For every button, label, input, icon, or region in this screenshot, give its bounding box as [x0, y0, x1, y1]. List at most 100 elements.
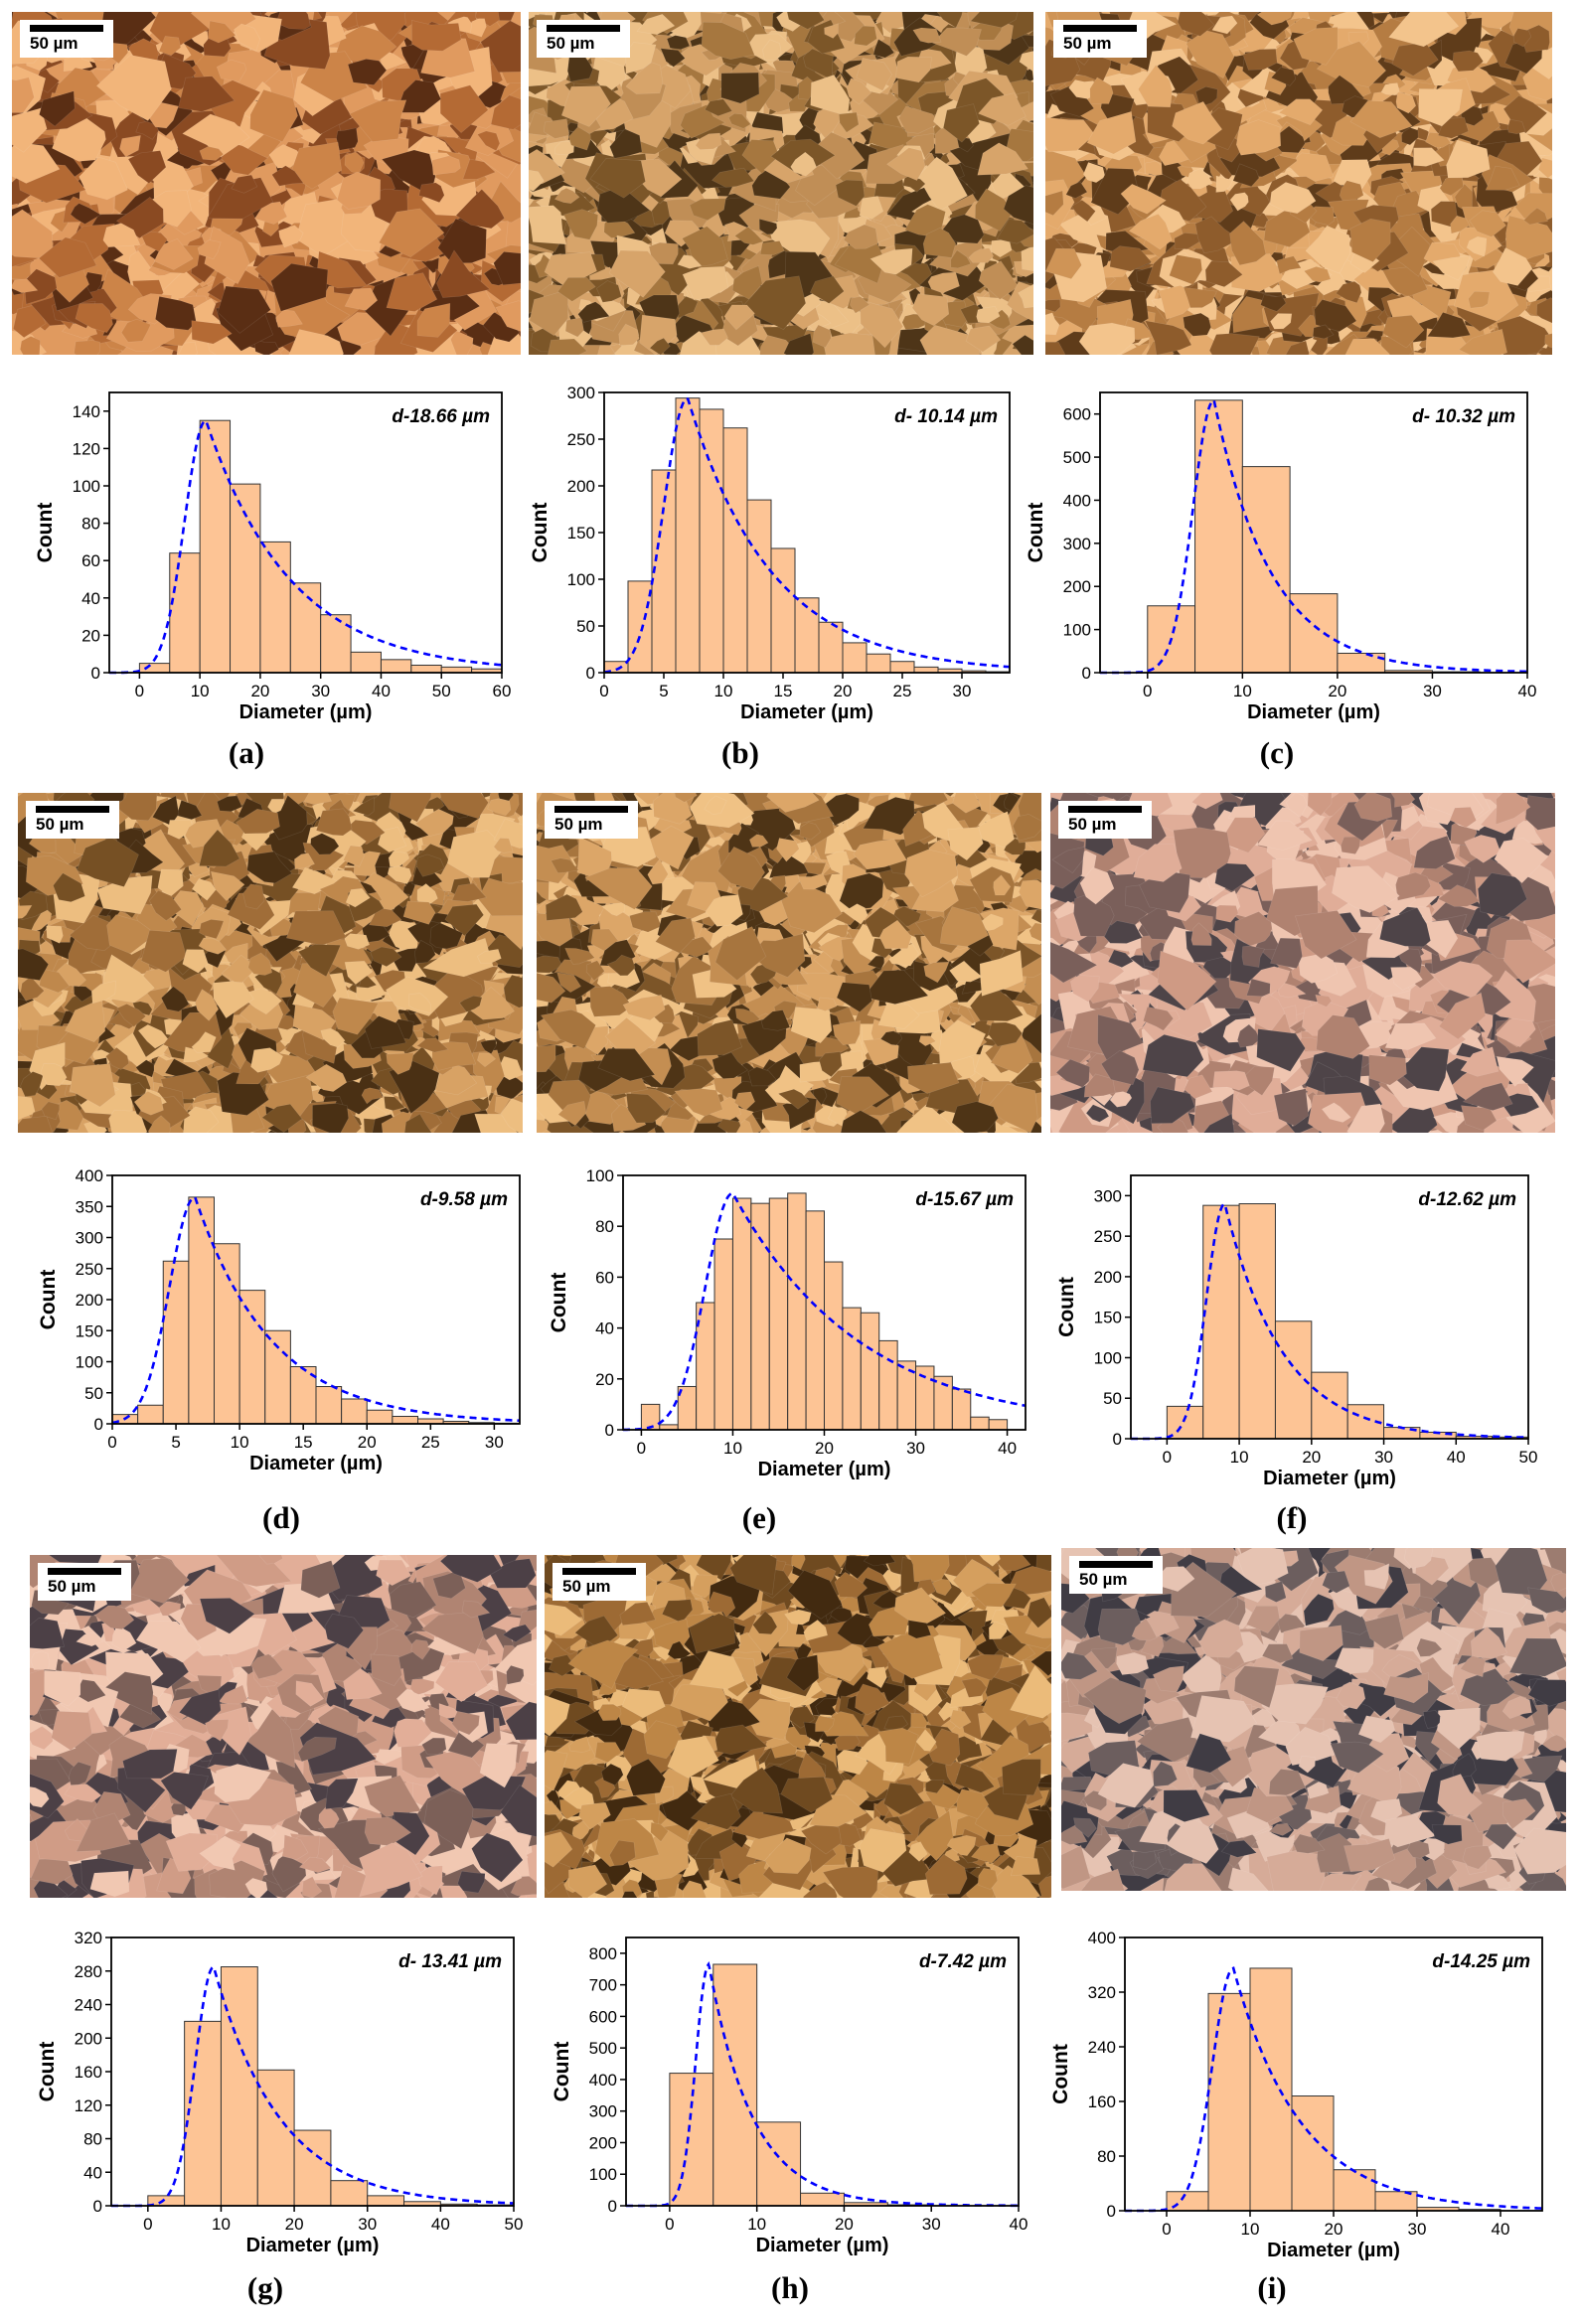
x-tick-label: 10 — [1233, 682, 1252, 700]
x-tick-label: 20 — [815, 1439, 834, 1458]
fit-curve — [109, 419, 503, 675]
histogram-bar — [264, 1329, 291, 1425]
x-tick-label: 0 — [1162, 2220, 1171, 2239]
y-tick-label: 0 — [1082, 664, 1091, 683]
y-tick-label: 300 — [1094, 1186, 1122, 1205]
scale-bar-label: 50 µm — [1063, 34, 1112, 53]
chart-title: d-18.66 µm — [392, 406, 490, 427]
panel-label-c: (c) — [1259, 735, 1295, 770]
scale-bar: 50 µm — [1069, 1556, 1163, 1594]
histogram-bar — [746, 499, 772, 674]
histogram-bar — [199, 419, 232, 674]
micrograph-c: 50 µm — [1045, 12, 1552, 355]
x-tick-label: 0 — [107, 1433, 116, 1452]
y-axis-label: Count — [1049, 2044, 1072, 2104]
panel-label-a: (a) — [228, 735, 265, 770]
histogram-bar — [818, 621, 844, 674]
histogram-bar — [651, 469, 677, 674]
fit-curve — [1131, 1202, 1529, 1441]
x-tick-label: 15 — [294, 1433, 313, 1452]
y-tick-label: 100 — [589, 2165, 617, 2184]
y-tick-label: 50 — [1103, 1389, 1122, 1408]
micrograph-i: 50 µm — [1061, 1548, 1566, 1891]
histogram-f: 0 10 20 30 40 50 0 50 100 150 200 250 300 Diameter (µ… — [1055, 1174, 1537, 1489]
x-tick-label: 40 — [1492, 2220, 1510, 2239]
histogram-bar — [137, 1404, 164, 1425]
y-tick-label: 300 — [1063, 535, 1091, 553]
histogram-bar — [800, 2192, 845, 2207]
x-tick-label: 20 — [285, 2215, 304, 2234]
scale-bar-label: 50 µm — [1068, 815, 1117, 834]
x-tick-label: 0 — [143, 2215, 152, 2234]
histogram-bar — [1194, 399, 1243, 674]
y-tick-label: 250 — [567, 430, 595, 449]
y-tick-label: 0 — [586, 664, 595, 683]
histogram-bar — [380, 659, 412, 674]
x-tick-label: 40 — [1518, 682, 1537, 700]
histogram-bar — [1311, 1371, 1348, 1440]
y-tick-label: 50 — [576, 617, 595, 636]
fit-curve — [603, 396, 1011, 674]
histogram-b: 0 5 10 15 20 25 30 0 50 100 150 200 250 300 Diameter (… — [529, 384, 1011, 723]
histogram-bar — [768, 1197, 789, 1431]
x-tick-label: 0 — [637, 1439, 646, 1458]
y-tick-label: 20 — [81, 626, 100, 645]
y-tick-label: 350 — [76, 1197, 103, 1216]
histogram-bar — [1238, 1203, 1276, 1440]
fit-curve — [1100, 398, 1527, 675]
micrograph-e: 50 µm — [537, 793, 1041, 1133]
histogram-bar — [794, 597, 820, 674]
grain-texture — [1050, 793, 1555, 1133]
scale-bar-label: 50 µm — [562, 1577, 611, 1596]
grain-texture — [1045, 12, 1552, 355]
y-tick-label: 160 — [75, 2063, 102, 2082]
histogram-bar — [988, 1419, 1009, 1431]
y-tick-label: 150 — [76, 1321, 103, 1340]
y-tick-label: 320 — [75, 1929, 102, 1947]
x-tick-label: 30 — [1408, 2220, 1427, 2239]
histogram-h: 0 10 20 30 40 0 100 200 300 400 500 600 700 800 Diamet… — [551, 1937, 1027, 2256]
histogram-bar — [238, 1290, 266, 1425]
y-tick-label: 140 — [73, 402, 100, 421]
x-tick-label: 15 — [774, 682, 793, 700]
x-tick-label: 30 — [311, 682, 330, 700]
x-tick-label: 40 — [431, 2215, 450, 2234]
histogram-bar — [787, 1192, 807, 1431]
x-axis-label: Diameter (µm) — [1267, 2240, 1400, 2261]
grain-texture — [12, 12, 521, 355]
y-tick-label: 320 — [1088, 1983, 1116, 2002]
y-tick-label: 500 — [1063, 448, 1091, 467]
y-tick-label: 160 — [1088, 2092, 1116, 2111]
x-tick-label: 30 — [953, 682, 972, 700]
plot-frame — [1130, 1174, 1529, 1440]
y-tick-label: 240 — [75, 1996, 102, 2015]
histogram-bar — [770, 547, 796, 674]
histogram-bar — [366, 1409, 394, 1425]
y-tick-label: 600 — [1063, 405, 1091, 424]
grain-texture — [537, 793, 1041, 1133]
histogram-bar — [1241, 466, 1291, 674]
y-axis-label: Count — [36, 2042, 59, 2102]
x-axis-label: Diameter (µm) — [756, 2235, 889, 2256]
y-tick-label: 0 — [91, 664, 100, 683]
y-axis-label: Count — [551, 2042, 573, 2102]
chart-title: d- 13.41 µm — [398, 1951, 502, 1972]
y-axis-label: Count — [34, 503, 57, 563]
y-tick-label: 300 — [589, 2102, 617, 2121]
fit-curve — [623, 1191, 1027, 1432]
histogram-bar — [188, 1196, 215, 1425]
y-tick-label: 20 — [595, 1370, 614, 1389]
y-tick-label: 250 — [76, 1260, 103, 1279]
x-tick-label: 30 — [906, 1439, 925, 1458]
histogram-bar — [699, 408, 724, 674]
scale-bar: 50 µm — [545, 801, 638, 839]
y-tick-label: 400 — [589, 2071, 617, 2090]
histogram-bar — [805, 1210, 826, 1431]
histogram-bar — [1289, 593, 1339, 674]
histogram-bar — [350, 651, 382, 674]
y-axis-label: Count — [1055, 1277, 1078, 1337]
y-tick-label: 150 — [1094, 1309, 1122, 1327]
x-tick-label: 20 — [1325, 2220, 1343, 2239]
micrograph-g: 50 µm — [30, 1555, 537, 1898]
histogram-d: 0 5 10 15 20 25 30 0 50 100 150 200 250 300 350 400 Diam… — [37, 1166, 521, 1474]
